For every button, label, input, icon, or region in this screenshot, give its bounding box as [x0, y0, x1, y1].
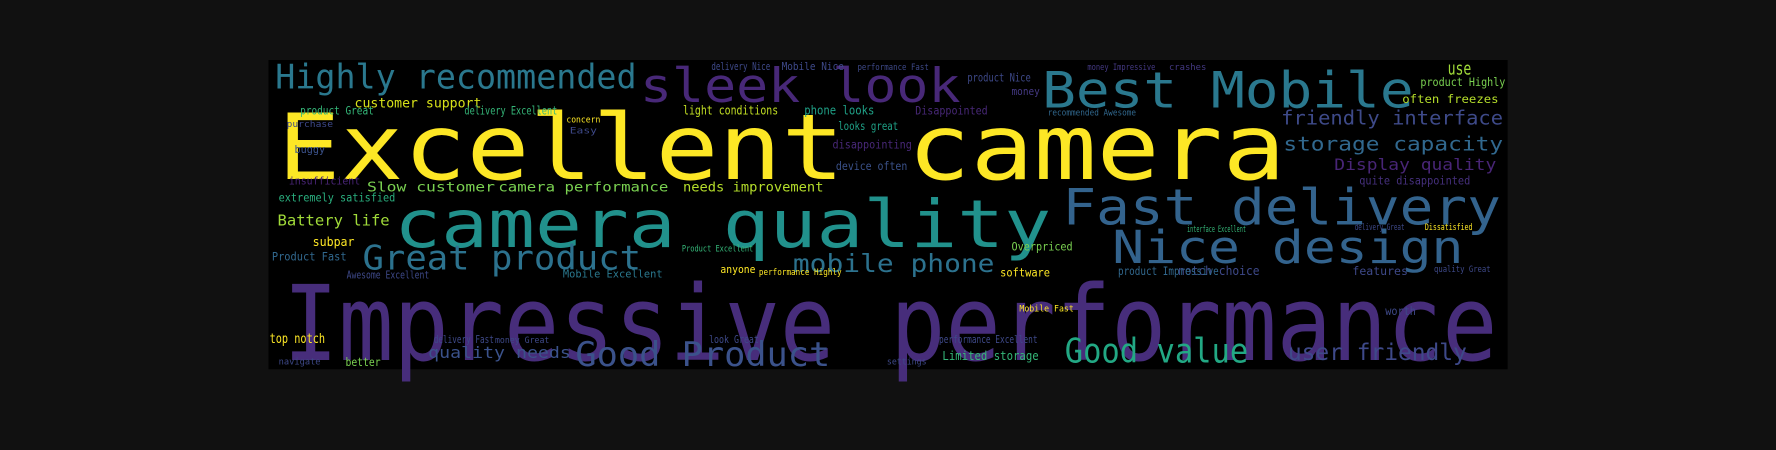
- word: performance Fast: [857, 63, 928, 73]
- word: look Great: [709, 335, 759, 346]
- word: customer support: [355, 96, 482, 112]
- word: Overpriced: [1012, 239, 1073, 253]
- word: Awesome Excellent: [347, 271, 430, 282]
- word: Limited storage: [942, 348, 1038, 363]
- word: concern: [566, 115, 600, 125]
- cloud-background: [268, 60, 1508, 370]
- word: insufficient: [289, 177, 360, 188]
- word: Good Product: [575, 335, 830, 375]
- word: Nice design: [1112, 221, 1463, 274]
- word: settings: [887, 358, 927, 368]
- word: Mobile Fast: [1019, 304, 1073, 314]
- word: product Nice: [967, 71, 1031, 85]
- word: sleek look: [640, 59, 961, 114]
- word: Good value: [1065, 331, 1248, 371]
- word: notch choice: [1178, 263, 1260, 278]
- word: Disappointed: [915, 103, 987, 117]
- word: Battery life: [278, 212, 390, 229]
- word: Product Fast: [272, 250, 347, 264]
- word: performance Excellent: [939, 335, 1038, 346]
- word: user friendly: [1288, 340, 1467, 366]
- word: Best Mobile: [1042, 62, 1414, 120]
- word: Mobile Excellent: [563, 270, 663, 281]
- word: Highly recommended: [275, 57, 636, 97]
- word: buggy: [295, 145, 326, 156]
- word: Dissatisfied: [1425, 223, 1473, 233]
- word: subpar: [313, 234, 355, 249]
- word: software: [1000, 265, 1050, 279]
- word: product Highly: [1420, 75, 1505, 89]
- word: Fast delivery: [1062, 178, 1500, 236]
- word: Easy: [570, 127, 598, 137]
- word: top notch: [270, 331, 326, 347]
- word: disappointing: [833, 137, 912, 151]
- word: interface Excellent: [1187, 225, 1246, 235]
- word: Excellent camera: [278, 96, 1286, 201]
- word: quality Great: [1434, 265, 1491, 275]
- word: money Great: [495, 336, 549, 346]
- word: camera performance: [498, 179, 668, 195]
- word: money Impressive: [1087, 63, 1155, 73]
- word: quality needs: [428, 343, 571, 362]
- word: mobile phone: [793, 249, 995, 278]
- word: delivery Fast: [434, 335, 494, 346]
- word: needs improvement: [683, 179, 823, 195]
- word: product Impressive: [1118, 264, 1219, 278]
- word: better: [345, 355, 380, 369]
- word: delivery Excellent: [464, 103, 557, 117]
- word: navigate: [279, 358, 321, 368]
- word: Great product: [362, 239, 641, 279]
- word: recommended Awesome: [1048, 109, 1136, 119]
- word: looks great: [838, 119, 898, 133]
- word: anyone: [720, 265, 755, 276]
- word: purchase: [287, 120, 333, 130]
- word: Display quality: [1334, 155, 1496, 174]
- word: features: [1352, 264, 1408, 278]
- word: often freezes: [1402, 92, 1498, 106]
- word: light conditions: [683, 102, 778, 117]
- word: performance Highly: [759, 268, 842, 278]
- word: device often: [836, 159, 907, 173]
- word: delivery Great: [1355, 223, 1405, 233]
- word: Impressive performance: [283, 263, 1497, 385]
- word: storage capacity: [1283, 133, 1503, 156]
- word: extremely satisfied: [279, 191, 396, 205]
- word: use: [1448, 59, 1472, 80]
- word: Product Excellent: [682, 244, 753, 254]
- word: camera quality: [394, 187, 1051, 263]
- word: Mobile Nice: [782, 62, 844, 73]
- word: friendly interface: [1281, 107, 1503, 130]
- word: crashes: [1169, 63, 1206, 73]
- word: quite disappointed: [1359, 174, 1470, 188]
- word: Slow customer: [367, 179, 495, 195]
- word: product Great: [300, 103, 374, 117]
- word: phone looks: [804, 102, 874, 117]
- word: delivery Nice: [711, 62, 770, 73]
- word: money: [1012, 87, 1040, 98]
- word: worth: [1385, 304, 1416, 318]
